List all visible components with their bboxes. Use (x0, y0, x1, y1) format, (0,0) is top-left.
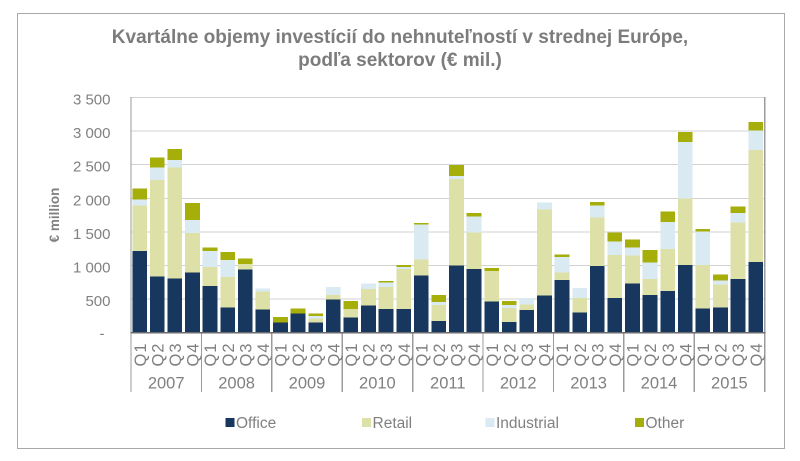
svg-text:Q4: Q4 (748, 343, 766, 367)
svg-text:Other: Other (646, 415, 685, 432)
svg-text:Q2: Q2 (149, 343, 167, 367)
svg-text:Q1: Q1 (132, 343, 150, 367)
svg-text:2009: 2009 (289, 375, 326, 393)
svg-text:Q1: Q1 (484, 343, 502, 367)
svg-text:Q2: Q2 (572, 343, 590, 367)
svg-text:Q3: Q3 (730, 343, 748, 367)
svg-text:3 500: 3 500 (73, 92, 111, 109)
svg-text:Q4: Q4 (396, 343, 414, 367)
svg-text:2014: 2014 (641, 375, 678, 393)
svg-text:Q1: Q1 (273, 343, 291, 367)
svg-text:Q4: Q4 (677, 343, 695, 367)
svg-text:Q4: Q4 (255, 343, 273, 367)
svg-text:Q1: Q1 (202, 343, 220, 367)
svg-text:Q3: Q3 (589, 343, 607, 367)
svg-text:Q2: Q2 (220, 343, 238, 367)
svg-text:Q3: Q3 (519, 343, 537, 367)
svg-text:Q1: Q1 (343, 343, 361, 367)
svg-text:2 500: 2 500 (73, 159, 111, 176)
svg-text:Q2: Q2 (642, 343, 660, 367)
svg-text:Q4: Q4 (466, 343, 484, 367)
svg-text:Q3: Q3 (449, 343, 467, 367)
svg-text:Retail: Retail (373, 415, 413, 432)
svg-text:Q4: Q4 (607, 343, 625, 367)
svg-text:Q1: Q1 (554, 343, 572, 367)
svg-text:1 500: 1 500 (73, 226, 111, 243)
svg-text:2010: 2010 (359, 375, 396, 393)
svg-text:2015: 2015 (711, 375, 748, 393)
svg-text:Q2: Q2 (501, 343, 519, 367)
svg-text:Q1: Q1 (413, 343, 431, 367)
svg-text:500: 500 (85, 293, 110, 310)
svg-text:Industrial: Industrial (496, 415, 559, 432)
svg-text:Q2: Q2 (361, 343, 379, 367)
svg-text:Q3: Q3 (167, 343, 185, 367)
svg-text:Q3: Q3 (660, 343, 678, 367)
svg-text:Q4: Q4 (185, 343, 203, 367)
svg-text:2007: 2007 (148, 375, 185, 393)
svg-text:€ million: € million (47, 188, 62, 243)
svg-text:3 000: 3 000 (73, 125, 111, 142)
svg-text:Q3: Q3 (308, 343, 326, 367)
svg-text:Office: Office (236, 415, 276, 432)
svg-text:-: - (100, 325, 105, 342)
svg-text:Q4: Q4 (537, 343, 555, 367)
svg-text:1 000: 1 000 (73, 260, 111, 277)
svg-text:2 000: 2 000 (73, 192, 111, 209)
svg-text:Q3: Q3 (378, 343, 396, 367)
svg-text:2008: 2008 (218, 375, 255, 393)
svg-text:Q3: Q3 (237, 343, 255, 367)
svg-text:Q2: Q2 (431, 343, 449, 367)
svg-text:2013: 2013 (570, 375, 607, 393)
svg-text:2012: 2012 (500, 375, 537, 393)
svg-text:Q2: Q2 (713, 343, 731, 367)
svg-text:Q2: Q2 (290, 343, 308, 367)
svg-text:Q1: Q1 (695, 343, 713, 367)
svg-text:2011: 2011 (430, 375, 465, 393)
svg-text:Q1: Q1 (625, 343, 643, 367)
svg-text:Q4: Q4 (325, 343, 343, 367)
